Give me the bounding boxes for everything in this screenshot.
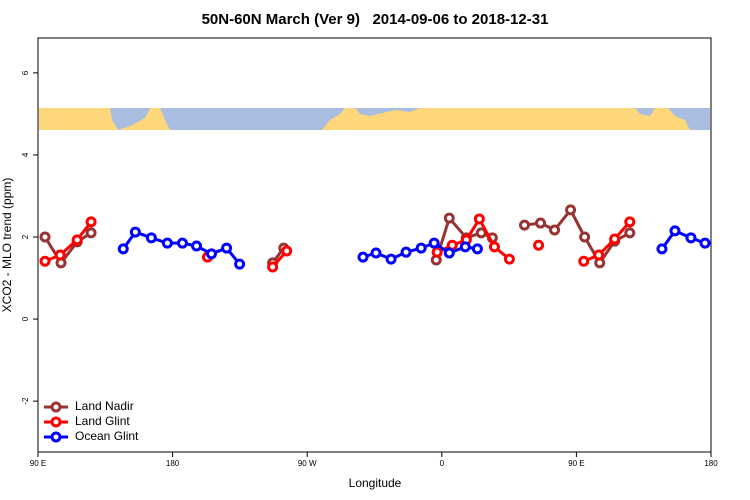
plot-frame [37, 37, 712, 453]
point [443, 212, 455, 224]
point [400, 246, 412, 258]
point [431, 246, 443, 258]
point [281, 245, 293, 257]
point [54, 249, 66, 261]
x-tick-label: 90 E [568, 459, 584, 468]
legend-marker [50, 416, 62, 428]
point [593, 249, 605, 261]
chart-title: 50N-60N March (Ver 9) 2014-09-06 to 2018… [202, 11, 549, 28]
legend-marker [50, 401, 62, 413]
point [267, 261, 279, 273]
point [85, 216, 97, 228]
legend-marker [50, 431, 62, 443]
point [415, 242, 427, 254]
point [579, 231, 591, 243]
x-tick-label: 0 [440, 459, 445, 468]
y-tick-label: -2 [21, 397, 30, 405]
series-line [43, 207, 631, 266]
point [685, 232, 697, 244]
point [234, 258, 246, 270]
point [488, 241, 500, 253]
y-axis-label: XCO2 - MLO trend (ppm) [0, 178, 14, 313]
point [533, 239, 545, 251]
point [471, 243, 483, 255]
point [624, 216, 636, 228]
point [519, 219, 531, 231]
y-tick-label: 6 [21, 70, 30, 75]
point [357, 251, 369, 263]
point [473, 213, 485, 225]
legend-label: Ocean Glint [75, 429, 139, 443]
y-tick-label: 4 [21, 152, 30, 157]
point [535, 217, 547, 229]
y-tick-label: 2 [21, 234, 30, 239]
point [191, 240, 203, 252]
point [39, 255, 51, 267]
point [609, 233, 621, 245]
point [370, 247, 382, 259]
point [39, 231, 51, 243]
x-tick-label: 90 E [30, 459, 46, 468]
point [549, 224, 561, 236]
point [145, 232, 157, 244]
point [176, 237, 188, 249]
point [669, 225, 681, 237]
point [161, 237, 173, 249]
x-axis-label: Longitude [349, 476, 402, 490]
point [71, 234, 83, 246]
point [699, 237, 711, 249]
point [129, 226, 141, 238]
x-tick-label: 180 [704, 459, 718, 468]
series-line [44, 215, 631, 268]
point [503, 253, 515, 265]
point [459, 241, 471, 253]
x-tick-label: 90 W [298, 459, 317, 468]
legend-label: Land Glint [75, 414, 130, 428]
point [443, 247, 455, 259]
point [428, 237, 440, 249]
point [85, 227, 97, 239]
point [205, 248, 217, 260]
point [117, 243, 129, 255]
point [578, 255, 590, 267]
map-strip [39, 108, 710, 130]
x-tick-label: 180 [166, 459, 180, 468]
point [624, 227, 636, 239]
point [565, 204, 577, 216]
legend-label: Land Nadir [75, 399, 134, 413]
y-tick-label: 0 [21, 316, 30, 321]
point [385, 253, 397, 265]
point [221, 242, 233, 254]
point [656, 243, 668, 255]
